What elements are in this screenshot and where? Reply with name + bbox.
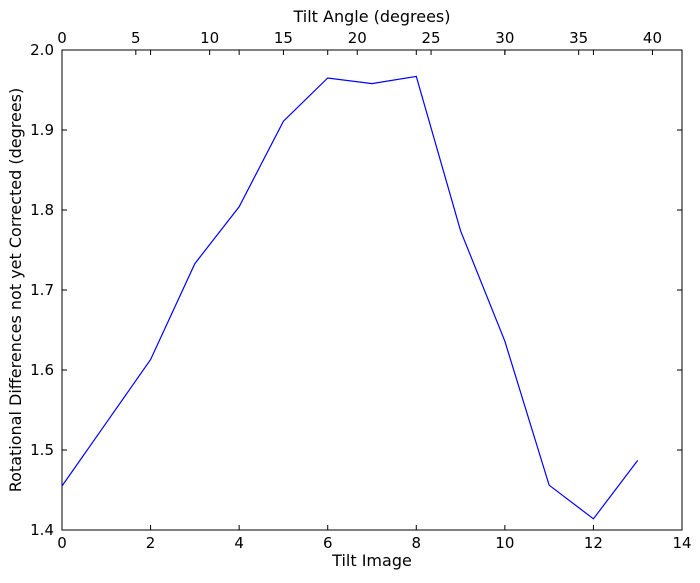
y-tick-label: 1.7 [30, 281, 54, 299]
x2-tick-label: 25 [422, 29, 441, 47]
axis-ticks: 0 2 4 6 8 10 12 14 0 5 10 15 20 25 30 35 40 1.4 1.5 1.6 1.7 1… [30, 29, 691, 552]
axis-labels: Tilt Image Tilt Angle (degrees) Rotation… [6, 7, 451, 570]
x2-tick-label: 5 [131, 29, 141, 47]
y-tick-label: 1.5 [30, 441, 54, 459]
x-tick-label: 2 [146, 534, 156, 552]
series-line-0 [61, 75, 639, 520]
x-tick-label: 14 [672, 534, 691, 552]
x-tick-label: 10 [495, 534, 514, 552]
x2-tick-label: 20 [348, 29, 367, 47]
x2-tick-label: 40 [643, 29, 662, 47]
x2-tick-label: 10 [200, 29, 219, 47]
plot-frame [61, 49, 683, 531]
y-tick-label: 2.0 [30, 41, 54, 59]
plot-area [61, 49, 683, 531]
x2-tick-label: 35 [569, 29, 588, 47]
x2-tick-label: 0 [57, 29, 67, 47]
y-tick-label: 1.4 [30, 521, 54, 539]
y-tick-label: 1.8 [30, 201, 54, 219]
y-tick-label: 1.9 [30, 121, 54, 139]
x2-axis-title: Tilt Angle (degrees) [292, 7, 450, 26]
x2-tick-label: 15 [274, 29, 293, 47]
x-axis-title: Tilt Image [331, 551, 412, 570]
x-tick-label: 6 [323, 534, 333, 552]
y-axis-title: Rotational Differences not yet Corrected… [6, 88, 25, 493]
x-tick-label: 12 [584, 534, 603, 552]
x-tick-label: 0 [57, 534, 67, 552]
x-tick-label: 4 [234, 534, 244, 552]
x-tick-label: 8 [412, 534, 422, 552]
x2-tick-label: 30 [495, 29, 514, 47]
y-tick-label: 1.6 [30, 361, 54, 379]
